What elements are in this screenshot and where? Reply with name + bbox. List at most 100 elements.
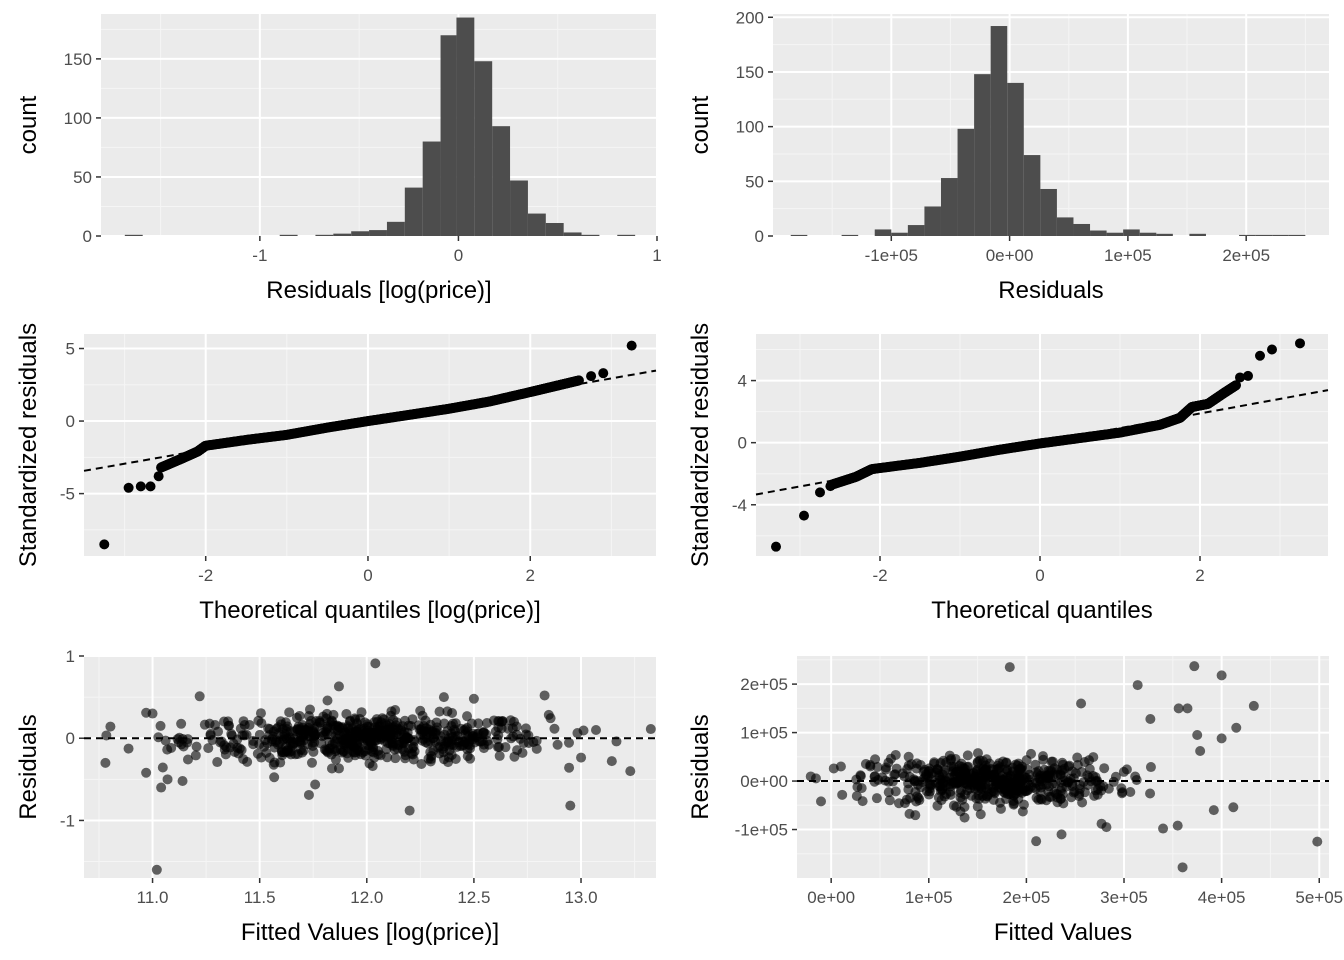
y-tick-label: 2e+05 — [740, 675, 788, 694]
residual-point — [362, 739, 373, 750]
outlier-point — [438, 692, 449, 703]
outlier-point — [1243, 370, 1253, 381]
outlier-point — [1031, 836, 1042, 847]
y-axis-title: count — [15, 95, 42, 154]
residual-point — [645, 724, 656, 735]
residual-point — [1108, 776, 1119, 787]
outlier-point — [625, 766, 636, 777]
residual-point — [1072, 752, 1083, 763]
residual-point — [205, 728, 216, 739]
outlier-point — [153, 471, 164, 482]
residual-point — [212, 757, 223, 768]
residual-point — [262, 738, 273, 749]
residual-point — [239, 719, 250, 730]
residual-point — [390, 720, 401, 731]
residual-point — [254, 739, 265, 750]
residual-point — [255, 708, 266, 719]
histogram-bar — [1123, 229, 1140, 236]
residual-point — [256, 752, 267, 763]
residual-point — [972, 758, 983, 769]
qq-plot-price: -2 0 2 -4 0 4 Theoretical quantiles Standardize… — [672, 320, 1344, 640]
residual-point — [493, 730, 504, 741]
residual-point — [1088, 770, 1099, 781]
y-tick-label: 100 — [736, 118, 764, 137]
residual-point — [190, 750, 201, 761]
residual-point — [890, 786, 901, 797]
residual-point — [959, 789, 970, 800]
residual-point — [285, 726, 296, 737]
residual-point — [408, 754, 419, 765]
histogram-bar — [563, 232, 582, 236]
histogram-bar — [492, 126, 511, 236]
residual-point — [322, 695, 333, 706]
x-tick-label: 3e+05 — [1100, 888, 1148, 907]
residual-point — [871, 793, 882, 804]
outlier-point — [539, 690, 550, 701]
residual-point — [606, 756, 617, 767]
y-tick-label: 200 — [736, 8, 764, 27]
residual-point — [426, 754, 437, 765]
histogram-bar — [974, 74, 991, 236]
histogram-bar — [1189, 233, 1206, 236]
residual-point — [932, 764, 943, 775]
residual-point — [364, 721, 375, 732]
y-tick-label: 1 — [66, 647, 75, 666]
residual-point — [343, 752, 354, 763]
residual-point — [1005, 789, 1016, 800]
y-tick-label: 150 — [736, 63, 764, 82]
residual-point — [1005, 770, 1016, 781]
residuals-vs-fitted-log-price: 11.0 11.5 12.0 12.5 13.0 -1 0 1 Fitted Values [l… — [0, 640, 672, 960]
y-tick-label: 50 — [745, 172, 764, 191]
residual-point — [936, 795, 947, 806]
residual-point — [1034, 780, 1045, 791]
residual-point — [869, 771, 880, 782]
residual-point — [155, 720, 166, 731]
outlier-point — [1189, 661, 1200, 672]
x-tick-label: 2 — [526, 566, 535, 585]
outlier-point — [99, 539, 110, 550]
histogram-bar — [404, 187, 423, 236]
residual-point — [333, 763, 344, 774]
residual-point — [1001, 757, 1012, 768]
residual-point — [219, 744, 230, 755]
residual-point — [407, 714, 418, 725]
residual-point — [263, 723, 274, 734]
residual-point — [1079, 757, 1090, 768]
y-tick-label: 100 — [64, 109, 92, 128]
residual-point — [286, 746, 297, 757]
residual-point — [356, 707, 367, 718]
residual-point — [494, 750, 505, 761]
residual-point — [360, 729, 371, 740]
outlier-point — [1132, 680, 1143, 691]
histogram-bar — [527, 213, 546, 236]
x-tick-label: 2e+05 — [1003, 888, 1051, 907]
residual-point — [390, 753, 401, 764]
residual-point — [335, 744, 346, 755]
outlier-point — [404, 805, 415, 816]
outlier-point — [162, 774, 173, 785]
residual-point — [1038, 754, 1049, 765]
residual-point — [268, 731, 279, 742]
residual-point — [417, 735, 428, 746]
residual-point — [910, 810, 921, 821]
residual-point — [903, 760, 914, 771]
outlier-point — [1173, 703, 1184, 714]
histogram-bar — [1073, 223, 1091, 236]
residual-point — [968, 774, 979, 785]
qq-plot-log-price: -2 0 2 -5 0 5 Theoretical quantiles [log(price… — [0, 320, 672, 640]
residual-point — [611, 736, 622, 747]
outlier-point — [1177, 862, 1188, 873]
histogram-bar — [315, 234, 334, 236]
histogram-bar — [1156, 233, 1173, 236]
residual-point — [105, 721, 116, 732]
residual-point — [467, 728, 478, 739]
residual-point — [890, 749, 901, 760]
residual-point — [552, 739, 563, 750]
x-tick-label: 11.5 — [244, 888, 276, 907]
residual-point — [952, 775, 963, 786]
outlier-point — [145, 481, 156, 492]
residual-point — [949, 762, 960, 773]
residual-point — [322, 722, 333, 733]
outlier-point — [855, 770, 866, 781]
residual-point — [903, 784, 914, 795]
